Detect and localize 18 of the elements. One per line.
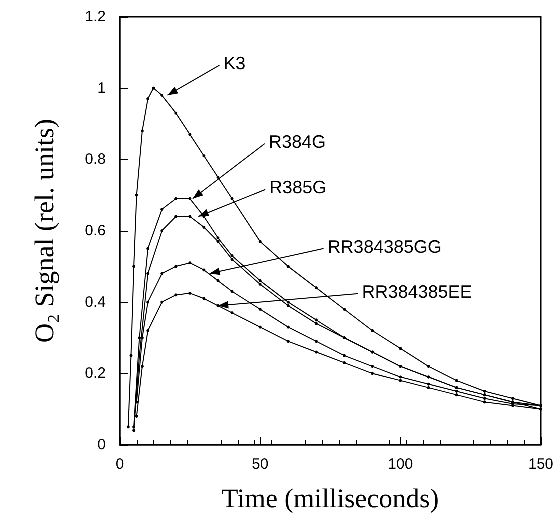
x-tick-label: 50 — [252, 456, 269, 473]
y-tick-label: 1.2 — [85, 8, 106, 26]
x-tick-label: 0 — [116, 456, 124, 473]
y-tick-label: 0.6 — [85, 222, 106, 240]
y-axis-title: O₂ Signal (rel. units) — [30, 119, 60, 343]
x-tick-label: 150 — [528, 456, 554, 473]
annotation: K3 — [224, 53, 246, 74]
y-tick-label: 0.8 — [85, 151, 106, 168]
y-tick-label: 0 — [98, 436, 106, 454]
annotation: RR384385EE — [362, 282, 472, 302]
y-tick-label: 1 — [98, 80, 106, 97]
x-tick-label: 100 — [388, 456, 414, 473]
y-tick-label: 0.2 — [85, 365, 106, 382]
x-axis-title: Time (milliseconds) — [222, 484, 440, 514]
annotation: R384G — [268, 132, 326, 152]
annotation: R385G — [270, 178, 327, 198]
annotation: RR384385GG — [328, 236, 442, 257]
y-tick-label: 0.4 — [85, 294, 106, 311]
